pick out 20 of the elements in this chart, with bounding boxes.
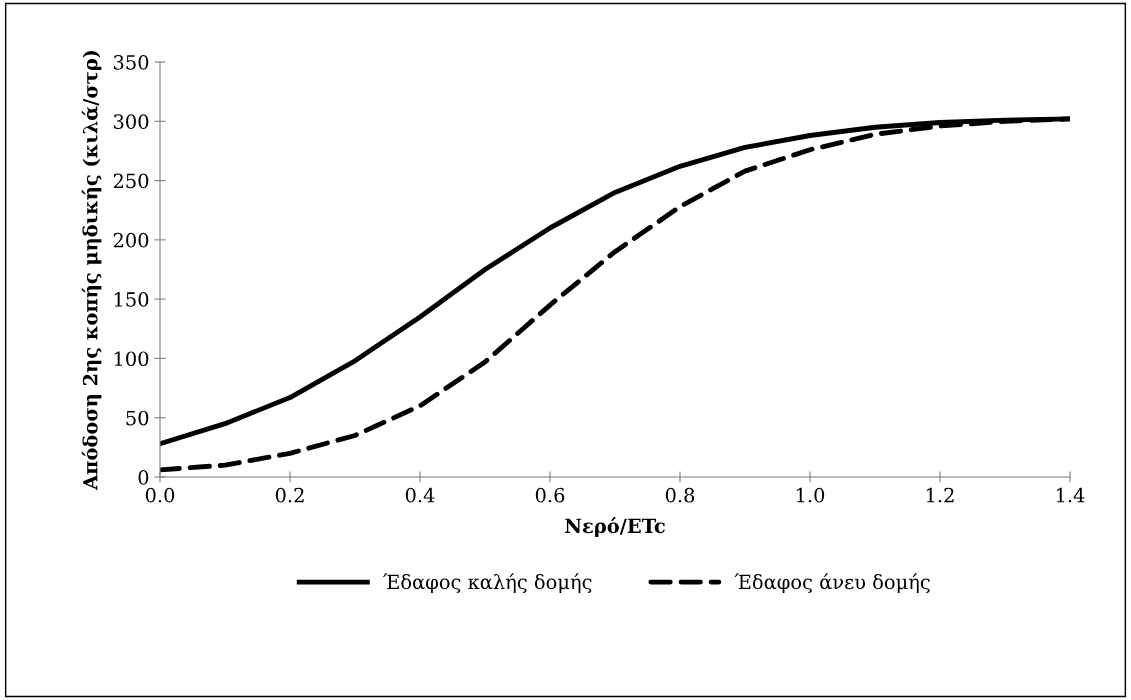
y-tick-label: 0 bbox=[138, 469, 149, 485]
x-tick-label: 0.8 bbox=[665, 487, 695, 503]
x-tick-label: 0.6 bbox=[535, 487, 565, 503]
x-tick-label: 0.4 bbox=[405, 487, 435, 503]
y-tick-label: 150 bbox=[114, 292, 149, 307]
y-tick-label: 350 bbox=[113, 54, 149, 70]
x-tick-label: 0.0 bbox=[145, 487, 175, 503]
legend-label: Έδαφος άνευ δομής bbox=[734, 573, 930, 593]
y-tick-label: 50 bbox=[126, 410, 149, 426]
x-tick-label: 1.2 bbox=[926, 487, 954, 503]
y-tick-label: 250 bbox=[113, 173, 149, 189]
x-tick-label: 1.4 bbox=[1056, 487, 1085, 503]
y-tick-label: 100 bbox=[114, 351, 149, 367]
y-tick-label: 200 bbox=[113, 232, 149, 248]
x-tick-label: 1.0 bbox=[796, 487, 825, 503]
legend-label: Έδαφος καλής δομής bbox=[382, 573, 592, 593]
x-tick-label: 0.2 bbox=[275, 487, 304, 503]
y-tick-label: 300 bbox=[113, 114, 149, 129]
y-axis-title: Απόδοση 2ης κοπής μηδικής (κιλά/στρ) bbox=[81, 50, 102, 491]
x-axis-title: Νερό/ETc bbox=[565, 517, 665, 537]
